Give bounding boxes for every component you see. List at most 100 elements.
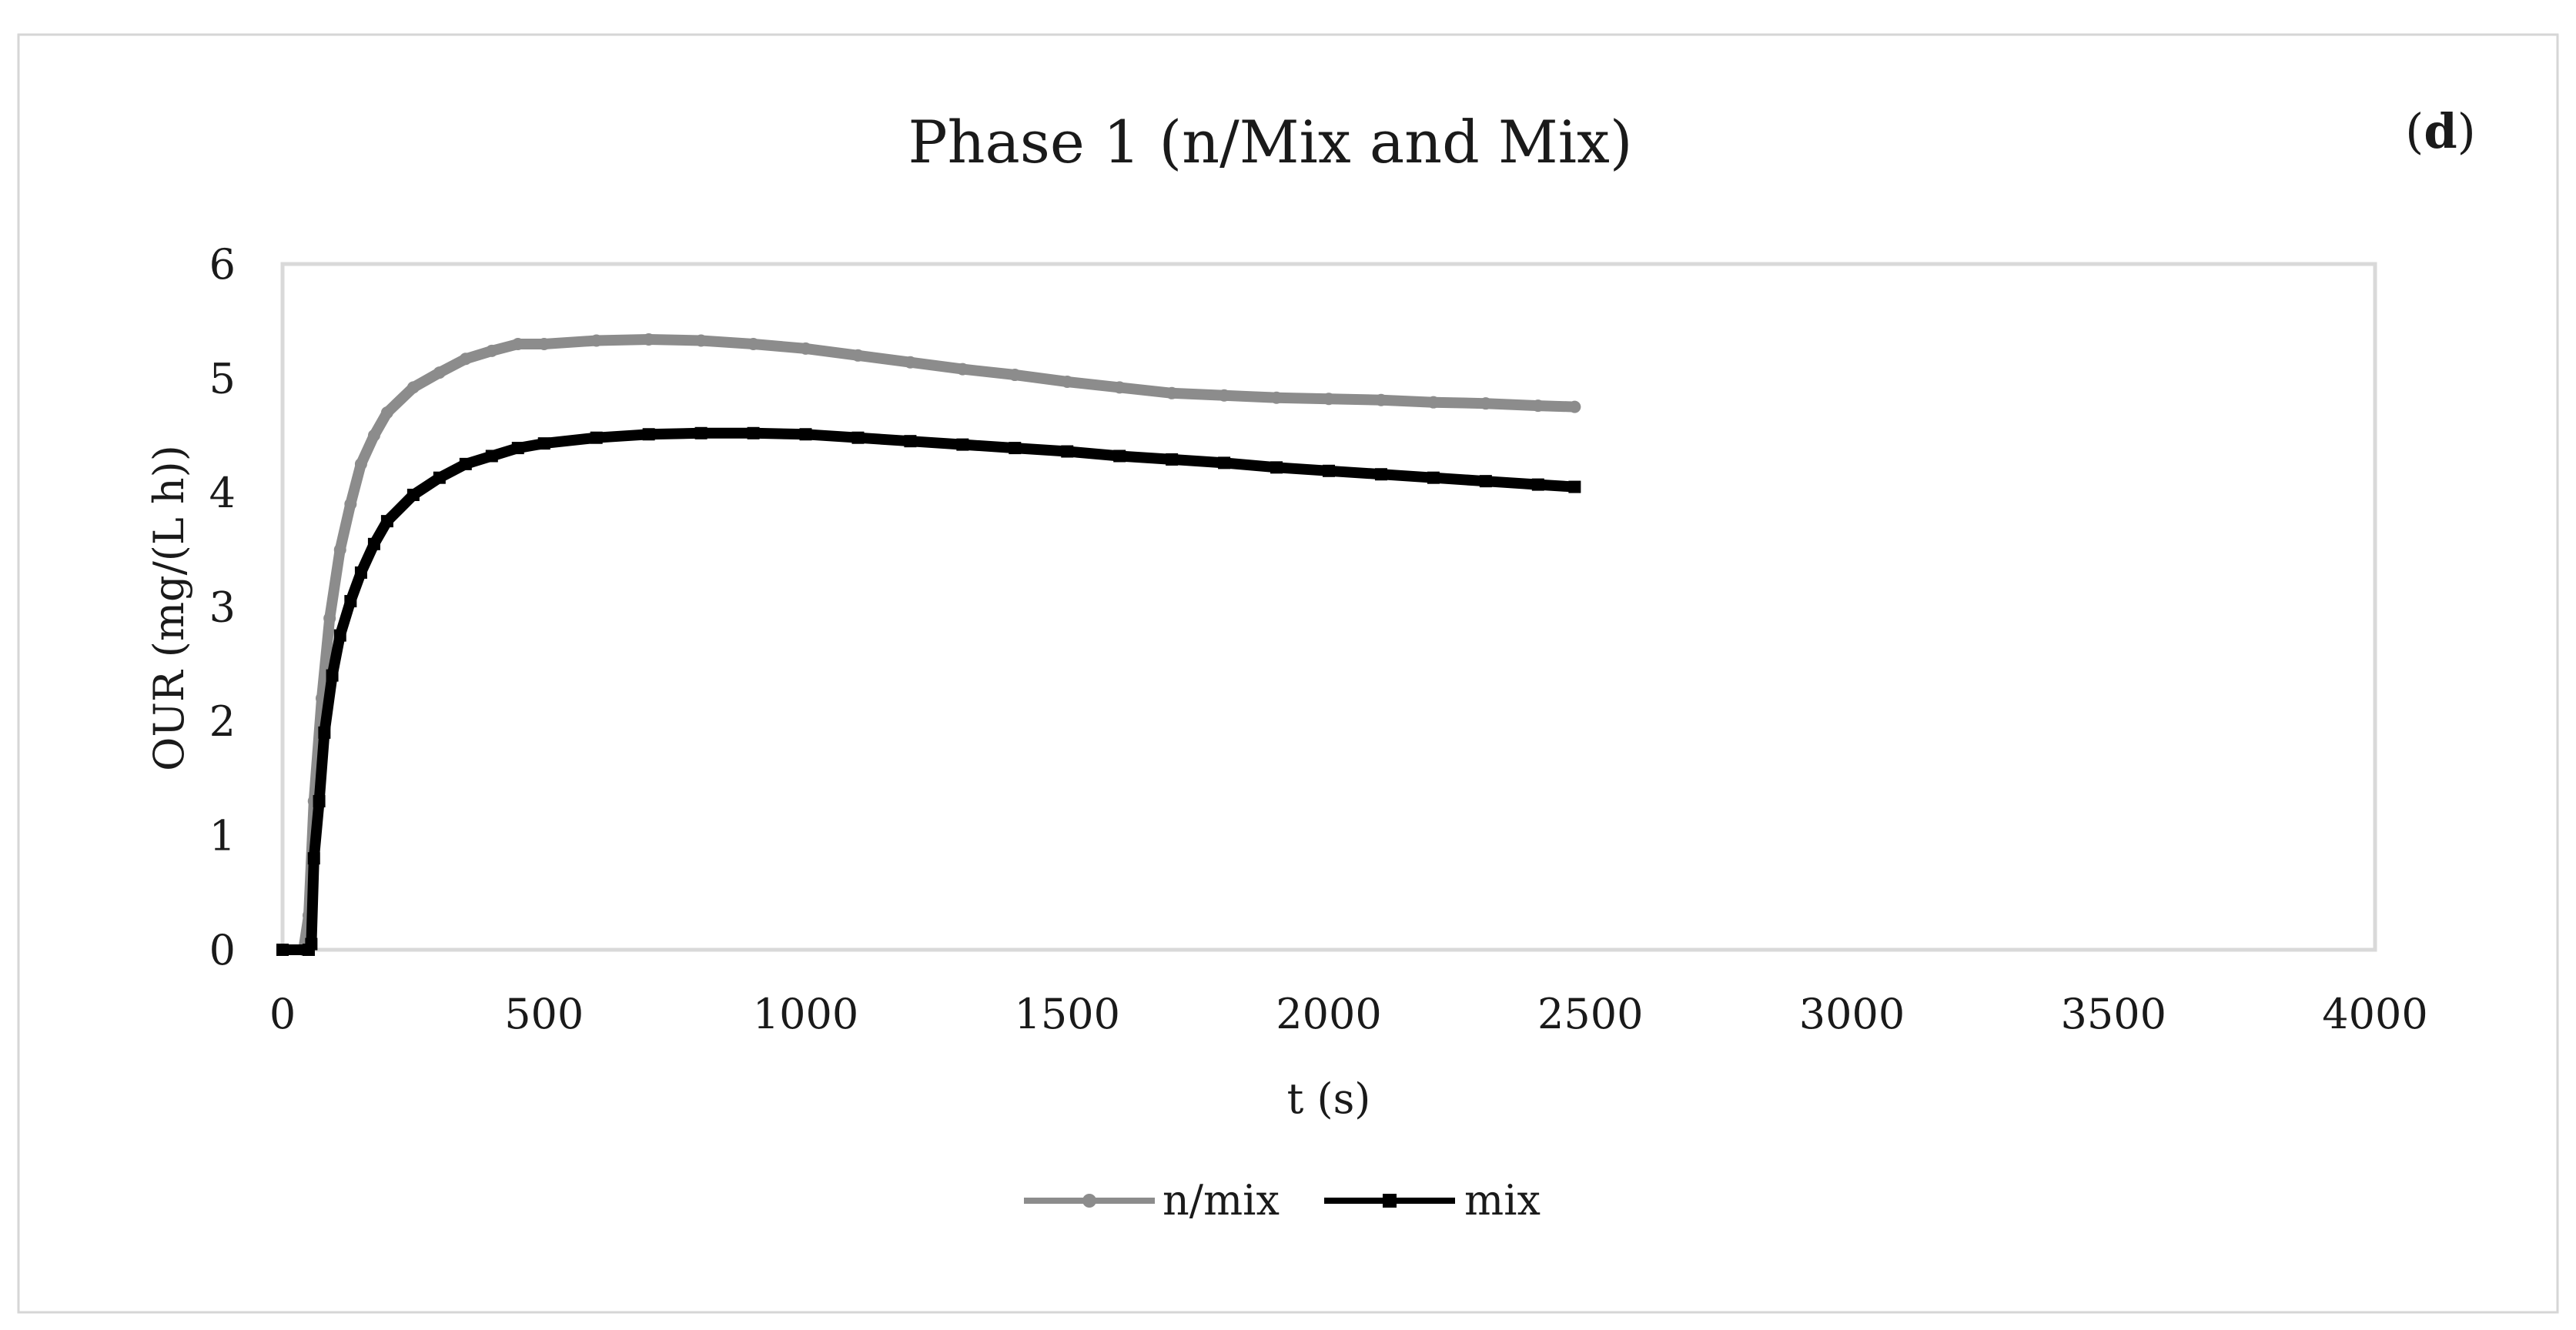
data-point-mix	[433, 471, 446, 484]
data-point-n-mix	[344, 497, 357, 510]
data-point-n-mix	[1568, 400, 1581, 413]
data-point-mix	[485, 449, 498, 463]
data-point-n-mix	[354, 457, 367, 470]
data-point-n-mix	[1270, 391, 1283, 404]
data-point-mix	[956, 438, 969, 451]
x-tick-label: 3000	[1799, 990, 1905, 1038]
data-point-n-mix	[459, 353, 472, 366]
legend: n/mix mix	[1024, 1176, 1541, 1225]
data-point-mix	[694, 426, 708, 439]
data-point-mix	[537, 437, 550, 450]
data-point-n-mix	[956, 363, 969, 376]
x-tick-label: 2500	[1537, 990, 1643, 1038]
data-point-mix	[642, 428, 655, 441]
x-tick-label: 2000	[1276, 990, 1381, 1038]
data-point-n-mix	[747, 337, 760, 350]
data-point-n-mix	[433, 366, 446, 379]
data-point-mix	[406, 488, 420, 501]
data-point-n-mix	[1113, 381, 1126, 394]
y-tick-label: 2	[209, 697, 236, 746]
data-point-mix	[354, 566, 367, 579]
figure-frame	[17, 33, 2559, 1314]
y-tick-label: 0	[209, 926, 236, 974]
data-point-n-mix	[851, 349, 865, 362]
data-point-mix	[367, 537, 380, 550]
data-point-n-mix	[1427, 396, 1440, 409]
data-point-mix	[904, 435, 917, 448]
data-point-mix	[1568, 480, 1581, 493]
data-point-n-mix	[1061, 375, 1074, 388]
data-point-mix	[1166, 453, 1179, 466]
data-point-n-mix	[694, 334, 708, 347]
x-tick-label: 500	[504, 990, 584, 1038]
data-point-mix	[1374, 468, 1387, 481]
data-point-mix	[799, 428, 812, 441]
x-tick-label: 4000	[2322, 990, 2427, 1038]
data-point-mix	[1479, 475, 1492, 488]
x-tick-label: 1000	[753, 990, 858, 1038]
data-point-n-mix	[1218, 389, 1231, 402]
y-tick-label: 3	[209, 583, 236, 632]
data-point-mix	[1218, 456, 1231, 470]
y-tick-label: 5	[209, 355, 236, 403]
data-point-n-mix	[485, 344, 498, 357]
x-axis-ticks: 0 500 1000 1500 2000 2500 3000 3500 4000	[269, 990, 2428, 1038]
data-point-n-mix	[511, 337, 524, 350]
panel-label: (d)	[2405, 103, 2476, 159]
data-point-n-mix	[590, 334, 603, 347]
data-point-n-mix	[1323, 393, 1335, 406]
x-tick-label: 3500	[2061, 990, 2166, 1038]
data-point-mix	[1009, 442, 1022, 455]
y-axis-label: OUR (mg/(L h))	[145, 445, 193, 771]
data-point-n-mix	[642, 333, 655, 346]
data-point-mix	[333, 629, 346, 642]
series-markers-n-mix	[276, 333, 1581, 956]
series-layer	[276, 333, 1581, 956]
panel-label-letter: d	[2424, 103, 2457, 159]
legend-marker-mix	[1383, 1194, 1397, 1208]
data-point-mix	[1323, 464, 1335, 477]
data-point-mix	[511, 442, 524, 455]
data-point-mix	[459, 457, 472, 470]
plot-area	[280, 262, 2377, 952]
data-point-n-mix	[406, 381, 420, 394]
data-point-n-mix	[799, 342, 812, 355]
legend-marker-n-mix	[1082, 1194, 1096, 1208]
data-point-n-mix	[380, 406, 393, 419]
data-point-mix	[1270, 461, 1283, 474]
data-point-mix	[851, 431, 865, 444]
series-markers-mix	[276, 426, 1581, 956]
data-point-mix	[1061, 445, 1074, 458]
data-point-n-mix	[1166, 386, 1179, 399]
data-point-mix	[276, 944, 289, 956]
data-point-mix	[344, 595, 357, 608]
x-tick-label: 1500	[1015, 990, 1120, 1038]
data-point-n-mix	[1374, 393, 1387, 406]
data-point-n-mix	[1479, 397, 1492, 410]
x-axis-label: t (s)	[1287, 1074, 1371, 1123]
legend-label-mix: mix	[1464, 1176, 1541, 1225]
data-point-n-mix	[537, 337, 550, 350]
data-point-n-mix	[904, 356, 917, 369]
data-point-mix	[1113, 449, 1126, 463]
chart-title: Phase 1 (n/Mix and Mix)	[908, 108, 1632, 176]
data-point-n-mix	[1009, 369, 1022, 382]
data-point-mix	[380, 515, 393, 528]
data-point-mix	[1531, 478, 1544, 491]
legend-label-n-mix: n/mix	[1163, 1176, 1280, 1225]
data-point-n-mix	[367, 429, 380, 442]
data-point-mix	[747, 426, 760, 439]
data-point-mix	[313, 794, 326, 807]
data-point-n-mix	[333, 543, 346, 556]
y-tick-label: 4	[209, 469, 236, 517]
data-point-n-mix	[1531, 399, 1544, 413]
data-point-mix	[1427, 471, 1440, 484]
data-point-mix	[590, 431, 603, 444]
y-tick-label: 6	[209, 240, 236, 289]
y-axis-ticks: 0 1 2 3 4 5 6	[209, 240, 236, 974]
data-point-n-mix	[323, 612, 336, 625]
data-point-mix	[318, 726, 331, 739]
y-tick-label: 1	[209, 812, 236, 860]
series-line-mix	[283, 427, 1575, 955]
